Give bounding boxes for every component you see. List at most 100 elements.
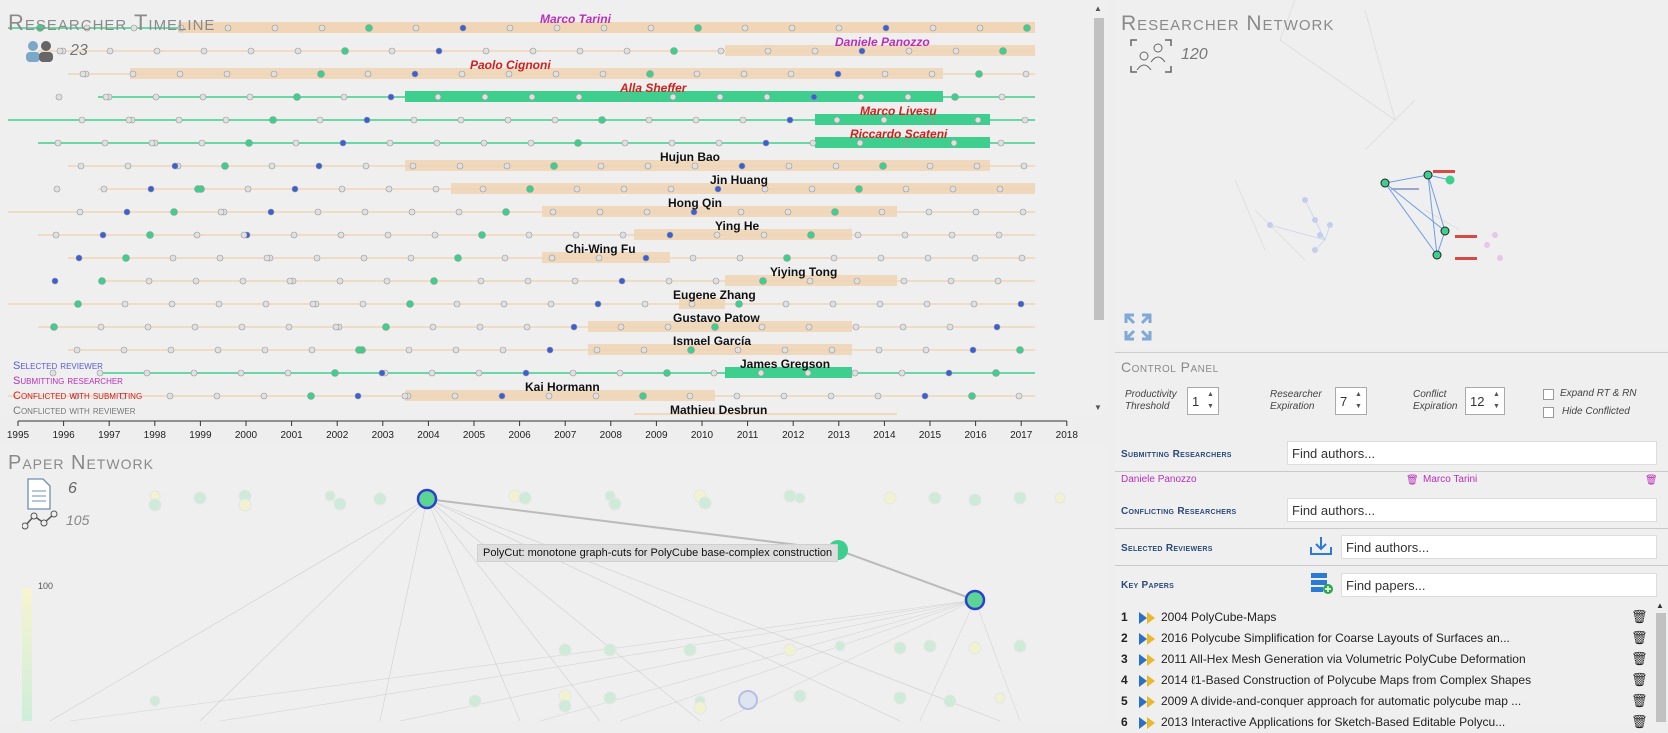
papers-search-input[interactable]: [1341, 573, 1657, 597]
scroll-down-icon[interactable]: ▼: [1094, 403, 1102, 412]
publication-dot: [336, 277, 344, 285]
trash-icon[interactable]: 🗑: [1631, 651, 1648, 666]
productivity-threshold-stepper[interactable]: 1 ▲ ▼: [1187, 387, 1219, 415]
researcher-expiration-stepper[interactable]: 7 ▲ ▼: [1335, 387, 1367, 415]
add-database-icon[interactable]: [1309, 571, 1335, 595]
publication-dot: [971, 254, 979, 262]
color-scale-max: 100: [38, 581, 54, 591]
stepper-down-icon[interactable]: ▼: [1355, 403, 1362, 410]
publication-dot: [239, 277, 247, 285]
publication-dot: [687, 346, 695, 354]
publication-dot: [481, 93, 489, 101]
submitting-search-input[interactable]: [1287, 441, 1657, 465]
publication-dot: [717, 47, 725, 55]
trash-icon[interactable]: 🗑: [1406, 475, 1419, 486]
publication-dot: [882, 24, 890, 32]
scrollbar-thumb[interactable]: [1094, 18, 1104, 320]
stepper-up-icon[interactable]: ▲: [1355, 391, 1362, 398]
timeline-scrollbar[interactable]: ▲ ▼: [1092, 4, 1104, 412]
researcher-name-label: Marco Livesu: [860, 104, 937, 118]
paper-icon: [1139, 696, 1155, 708]
paper-link: [199, 498, 428, 721]
publication-dot: [143, 369, 151, 377]
publication-dot: [811, 47, 819, 55]
publication-dot: [576, 47, 584, 55]
year-axis: 1995 1996 1997 1998 1999 2000 2001 2002 2003 2004…: [7, 420, 1078, 441]
key-paper-row[interactable]: 2 2016 Polycube Simplification for Coarse…: [1121, 629, 1648, 649]
publication-dot: [851, 369, 859, 377]
publication-dot: [973, 162, 981, 170]
stepper-up-icon[interactable]: ▲: [1493, 391, 1500, 398]
scroll-up-icon[interactable]: ▲: [1656, 601, 1664, 610]
key-paper-number: 1: [1121, 610, 1128, 624]
publication-dot: [853, 277, 861, 285]
timeline-band: [451, 183, 1035, 194]
expand-icon[interactable]: [1123, 312, 1153, 342]
conflicting-search-input[interactable]: [1287, 498, 1657, 522]
publication-dot: [76, 208, 84, 216]
publication-dot: [269, 116, 277, 124]
publication-dot: [902, 185, 910, 193]
paper-node: [1054, 492, 1066, 504]
publication-dot: [240, 231, 248, 239]
key-paper-number: 5: [1121, 694, 1128, 708]
conflict-expiration-stepper[interactable]: 12 ▲ ▼: [1465, 387, 1505, 415]
trash-icon[interactable]: 🗑: [1631, 714, 1648, 729]
researcher-name-label: Jin Huang: [710, 173, 768, 187]
publication-dot: [98, 277, 106, 285]
researcher-graph[interactable]: [1115, 0, 1668, 350]
trash-icon[interactable]: 🗑: [1631, 672, 1648, 687]
publication-dot: [270, 70, 278, 78]
paper-count: 6: [68, 480, 77, 497]
publication-dot: [642, 254, 650, 262]
paper-node: [693, 701, 707, 715]
paper-link: [426, 498, 901, 721]
download-icon[interactable]: [1309, 535, 1333, 557]
publication-dot: [50, 323, 58, 331]
key-paper-row[interactable]: 4 2014 ℓ1-Based Construction of Polycube …: [1121, 671, 1648, 691]
reviewers-search-input[interactable]: [1341, 535, 1657, 559]
timeline-band: [588, 321, 852, 332]
key-paper-row[interactable]: 6 2013 Interactive Applications for Sketc…: [1121, 713, 1648, 733]
key-paper-row[interactable]: 1 2004 PolyCube-Maps 🗑: [1121, 608, 1648, 628]
trash-icon[interactable]: 🗑: [1631, 630, 1648, 645]
stepper-down-icon[interactable]: ▼: [1207, 403, 1214, 410]
stepper-down-icon[interactable]: ▼: [1493, 403, 1500, 410]
expand-rt-rn-checkbox[interactable]: [1543, 389, 1554, 400]
timeline-band: [130, 68, 943, 79]
timeline-band: [725, 45, 1035, 56]
publication-dot: [879, 162, 887, 170]
publication-dot: [307, 392, 315, 400]
publication-dot: [309, 300, 317, 308]
scroll-up-icon[interactable]: ▲: [1094, 4, 1102, 13]
paper-node: [608, 497, 622, 511]
paper-network-panel: Paper Network 6 105 PolyCut: monotone gr…: [0, 446, 1105, 721]
year-tick-label: 1999: [189, 430, 212, 441]
paper-link: [719, 599, 976, 721]
paper-icon: [1139, 612, 1155, 624]
scrollbar-thumb[interactable]: [1656, 613, 1666, 722]
key-paper-row[interactable]: 5 2009 A divide-and-conquer approach for …: [1121, 692, 1648, 712]
key-paper-row[interactable]: 3 2011 All-Hex Mesh Generation via Volume…: [1121, 650, 1648, 670]
paper-link: [974, 599, 1021, 721]
publication-dot: [75, 254, 83, 262]
timeline-band: [405, 390, 715, 401]
publication-dot: [759, 277, 767, 285]
key-paper-title: 2013 Interactive Applications for Sketch…: [1161, 715, 1506, 729]
publication-dot: [177, 24, 185, 32]
stepper-up-icon[interactable]: ▲: [1207, 391, 1214, 398]
trash-icon[interactable]: 🗑: [1631, 609, 1648, 624]
publication-dot: [574, 139, 582, 147]
trash-icon[interactable]: 🗑: [1645, 475, 1658, 486]
publication-dot: [621, 139, 629, 147]
publication-dot: [284, 369, 292, 377]
hide-conflicted-checkbox[interactable]: [1543, 407, 1554, 418]
researcher-node-faded: [1492, 232, 1498, 238]
key-papers-scrollbar[interactable]: ▲: [1656, 601, 1666, 722]
paper-graph[interactable]: [0, 446, 1105, 721]
publication-dot: [690, 208, 698, 216]
publication-dot: [575, 93, 583, 101]
trash-icon[interactable]: 🗑: [1631, 693, 1648, 708]
publication-dot: [970, 300, 978, 308]
publication-dot: [999, 47, 1007, 55]
